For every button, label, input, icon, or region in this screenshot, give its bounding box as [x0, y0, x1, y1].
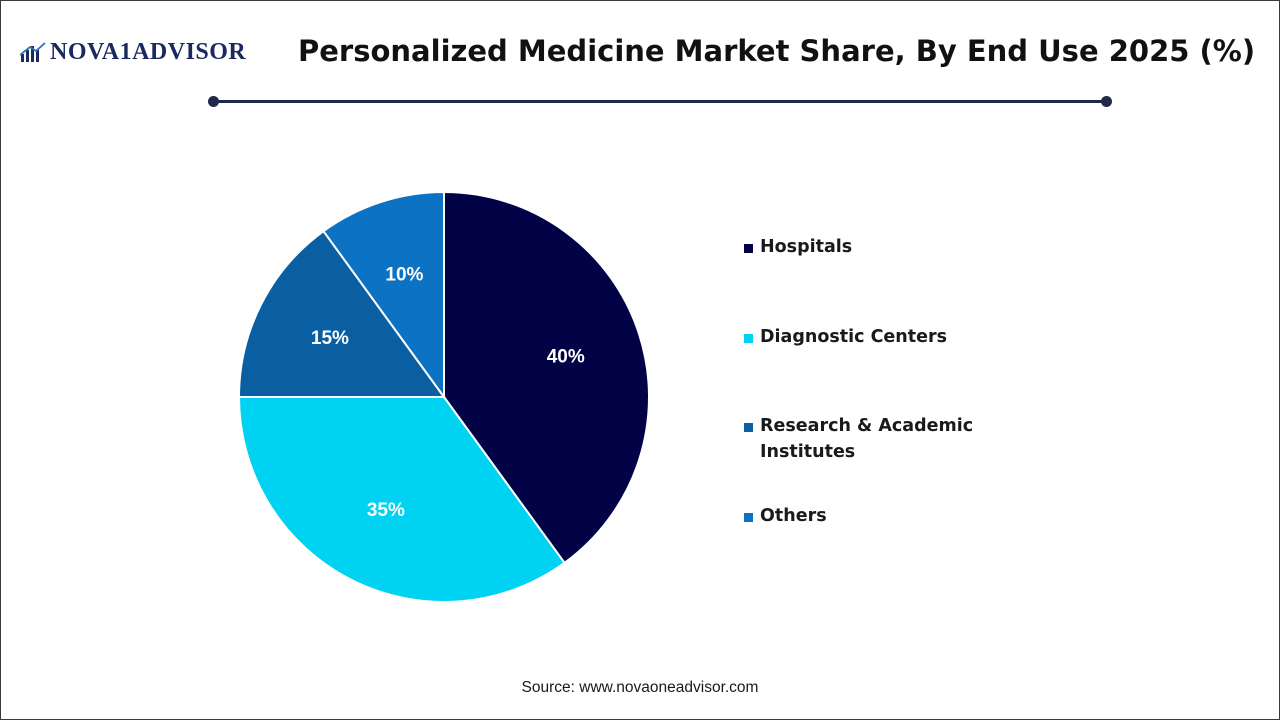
pie-slice-others	[322, 190, 445, 401]
legend-swatch	[744, 423, 753, 432]
logo-text: NOVA1ADVISOR	[50, 38, 247, 65]
divider-right-dot	[1101, 96, 1112, 107]
legend-swatch	[744, 244, 753, 253]
pie-data-label: 10%	[385, 264, 423, 285]
brand-logo: NOVA1ADVISOR	[20, 36, 246, 68]
legend-label: Others	[760, 506, 827, 526]
pie-slices	[237, 190, 650, 603]
pie-data-label: 40%	[547, 346, 585, 367]
legend-swatch	[744, 334, 753, 343]
source-note: Source: www.novaoneadvisor.com	[521, 679, 759, 696]
pie-slice-research-academic-institutes	[237, 229, 446, 398]
pie-slice-diagnostic-centers	[237, 396, 566, 603]
title-divider	[214, 100, 1106, 103]
pie-labels: 40% 35% 15% 10%	[311, 264, 585, 521]
legend-item-diagnostic-centers: Diagnostic Centers	[744, 327, 1004, 350]
pie-data-label: 35%	[367, 500, 405, 521]
bar-chart-icon	[20, 42, 46, 62]
legend-swatch	[744, 513, 753, 522]
chart-title: Personalized Medicine Market Share, By E…	[298, 34, 1256, 68]
pie-slice-hospitals	[443, 190, 650, 565]
divider-left-dot	[208, 96, 219, 107]
legend-item-research-academic: Research & Academic Institutes	[744, 416, 1004, 465]
pie-data-label: 15%	[311, 328, 349, 349]
legend-item-others: Others	[744, 506, 1004, 529]
legend-label: Research & Academic Institutes	[760, 416, 974, 462]
legend-label: Hospitals	[760, 237, 853, 257]
legend-item-hospitals: Hospitals	[744, 237, 1004, 260]
legend-label: Diagnostic Centers	[760, 327, 948, 347]
